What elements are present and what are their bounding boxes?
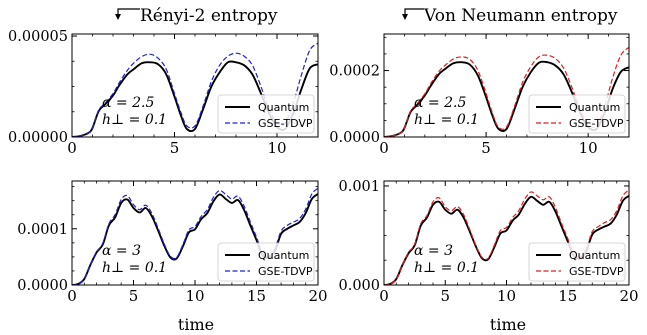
y-tick-label: 0.0002 [329,64,380,80]
x-tick-label: 0 [379,287,389,305]
x-tick-label: 0 [67,139,77,157]
title-right-group: Von Neumann entropy [402,6,618,26]
x-tick-label: 0 [67,287,77,305]
gse-tdvp-line [72,42,318,137]
x-tick-label: 15 [558,287,577,305]
y-tick-label: 0.000 [338,278,380,294]
annotation-alpha: α = 3 [102,243,141,259]
column-title-left: Rényi-2 entropy [140,6,278,26]
panel-bottom-left: 0 5 10 15 20 0.0000 0.0001 α = 3h⊥ = 0.1 Quantum… [17,180,328,305]
title-arrow-left-head [115,14,121,20]
annotation-alpha: α = 2.5 [102,95,154,111]
title-arrow-right-head [402,14,408,20]
xlabel-right: time [490,315,526,334]
x-tick-label: 5 [481,139,491,157]
annotation-alpha: α = 2.5 [414,95,466,111]
y-tick-label: 0.0001 [17,222,68,238]
annotation-alpha: α = 3 [414,243,453,259]
x-tick-label: 10 [185,287,204,305]
annotation-hperp: h⊥ = 0.1 [414,112,479,128]
x-tick-label: 5 [440,287,450,305]
column-title-right: Von Neumann entropy [423,6,618,26]
xlabel-left: time [178,315,214,334]
y-tick-label: 0.00005 [8,29,68,45]
x-tick-label: 15 [247,287,266,305]
x-tick-label: 20 [308,287,327,305]
legend-label-gse: GSE-TDVP [569,265,624,278]
y-tick-label: 0.00000 [8,130,68,146]
x-tick-label: 10 [579,139,598,157]
legend-label-gse: GSE-TDVP [569,117,624,130]
annotation-hperp: h⊥ = 0.1 [102,260,167,276]
x-tick-label: 5 [170,139,180,157]
x-tick-label: 20 [619,287,638,305]
y-tick-label: 0.0000 [17,278,68,294]
legend-label-quantum: Quantum [258,101,309,114]
x-tick-label: 10 [267,139,286,157]
annotation-hperp: h⊥ = 0.1 [414,260,479,276]
legend-label-gse: GSE-TDVP [258,265,313,278]
title-left-group: Rényi-2 entropy [115,6,278,26]
panel-bottom-right: 0 5 10 15 20 0.000 0.001 α = 3h⊥ = 0.1 Quantum GS… [338,179,638,305]
legend-label-gse: GSE-TDVP [258,117,313,130]
annotation-hperp: h⊥ = 0.1 [102,112,167,128]
y-tick-label: 0.0000 [329,130,380,146]
y-tick-label: 0.001 [338,179,380,195]
legend-label-quantum: Quantum [258,249,309,262]
x-tick-label: 10 [497,287,516,305]
panel-top-right: 0 5 10 0.0000 0.0002 α = 2.5h⊥ = 0.1 Quantum GS… [329,33,630,157]
legend-label-quantum: Quantum [569,249,620,262]
legend-label-quantum: Quantum [569,101,620,114]
x-tick-label: 5 [129,287,139,305]
panel-top-left: 0 5 10 0.00000 0.00005 α = 2.5h⊥ = 0.1 Quantum… [8,29,319,157]
x-tick-label: 0 [379,139,389,157]
